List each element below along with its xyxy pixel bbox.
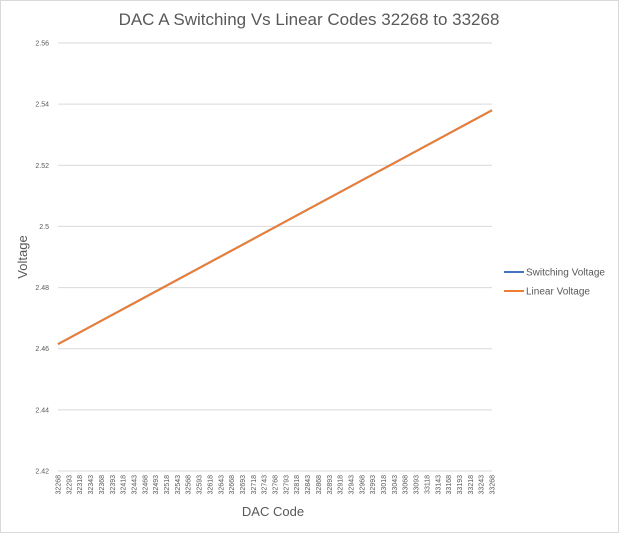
x-tick-label: 33018 — [381, 475, 388, 495]
x-tick-label: 32793 — [283, 475, 290, 495]
x-tick-label: 32593 — [197, 475, 204, 495]
legend-label: Linear Voltage — [526, 287, 590, 298]
y-axis-title: Voltage — [15, 235, 30, 278]
x-tick-label: 32393 — [110, 475, 117, 495]
x-tick-label: 33193 — [457, 475, 464, 495]
x-tick-label: 32418 — [121, 475, 128, 495]
y-tick-label: 2.48 — [35, 285, 49, 292]
x-tick-label: 32868 — [316, 475, 323, 495]
x-tick-label: 33168 — [446, 475, 453, 495]
x-tick-label: 32568 — [186, 475, 193, 495]
x-tick-label: 32268 — [56, 475, 63, 495]
y-tick-label: 2.46 — [35, 346, 49, 353]
x-tick-label: 33243 — [479, 475, 486, 495]
x-tick-label: 32493 — [153, 475, 160, 495]
x-tick-label: 32668 — [229, 475, 236, 495]
x-tick-label: 33043 — [392, 475, 399, 495]
x-tick-label: 32543 — [175, 475, 182, 495]
x-tick-label: 32368 — [99, 475, 106, 495]
chart-title: DAC A Switching Vs Linear Codes 32268 to… — [119, 10, 500, 29]
y-tick-label: 2.44 — [35, 407, 49, 414]
y-tick-label: 2.5 — [39, 224, 49, 231]
x-tick-label: 32518 — [164, 475, 171, 495]
x-tick-label: 32343 — [88, 475, 95, 495]
x-tick-label: 33143 — [435, 475, 442, 495]
x-tick-label: 32468 — [142, 475, 149, 495]
y-axis-tick-labels: 2.56 2.54 2.52 2.5 2.48 2.46 2.44 2.42 — [35, 41, 49, 476]
x-tick-label: 33093 — [414, 475, 421, 495]
x-tick-label: 32443 — [131, 475, 138, 495]
x-tick-label: 32318 — [77, 475, 84, 495]
x-tick-label: 32743 — [262, 475, 269, 495]
x-axis-tick-labels: 32268 32293 32318 32343 32368 32393 32418 32443… — [56, 475, 497, 495]
x-tick-label: 33118 — [424, 475, 431, 494]
y-tick-label: 2.52 — [35, 163, 49, 170]
x-tick-label: 33218 — [468, 475, 475, 495]
x-tick-label: 33068 — [403, 475, 410, 495]
x-tick-label: 32893 — [327, 475, 334, 495]
legend: Switching Voltage Linear Voltage — [504, 268, 605, 298]
x-tick-label: 32918 — [338, 475, 345, 495]
x-tick-label: 32643 — [218, 475, 225, 495]
legend-label: Switching Voltage — [526, 268, 605, 279]
series-lines — [57, 109, 493, 346]
x-tick-label: 32618 — [207, 475, 214, 495]
x-tick-label: 32718 — [251, 475, 258, 495]
x-tick-label: 32843 — [305, 475, 312, 495]
x-tick-label: 32293 — [66, 475, 73, 495]
x-tick-label: 33268 — [490, 475, 497, 495]
x-tick-label: 32993 — [370, 475, 377, 495]
x-tick-label: 32693 — [240, 475, 247, 495]
x-axis-title: DAC Code — [242, 504, 304, 519]
x-tick-label: 32968 — [359, 475, 366, 495]
y-tick-label: 2.42 — [35, 469, 49, 476]
y-tick-label: 2.56 — [35, 41, 49, 48]
x-tick-label: 32818 — [294, 475, 301, 495]
y-tick-label: 2.54 — [35, 102, 49, 109]
gridlines — [58, 42, 492, 411]
x-tick-label: 32768 — [273, 475, 280, 495]
series-line-linear-voltage — [57, 109, 493, 346]
x-tick-label: 32943 — [348, 475, 355, 495]
